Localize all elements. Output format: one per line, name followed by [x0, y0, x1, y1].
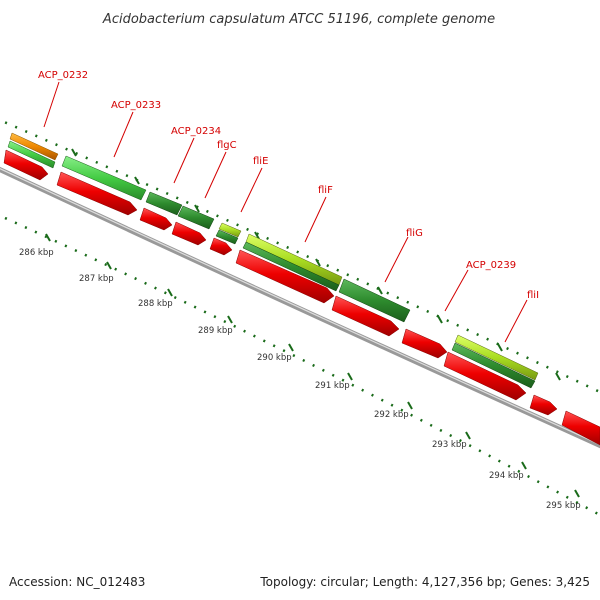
- cds-arrow[interactable]: [401, 328, 448, 359]
- label-leader-lines: [43, 81, 528, 343]
- tick-label-287: 287 kbp: [79, 274, 114, 284]
- gene-feature-flil-lime[interactable]: [454, 334, 539, 381]
- inner-major-ticks: [45, 233, 580, 498]
- gene-feature-flif[interactable]: [242, 241, 340, 292]
- cds-arrow[interactable]: [3, 149, 49, 181]
- map-title: Acidobacterium capsulatum ATCC 51196, co…: [102, 12, 495, 27]
- cds-arrow[interactable]: [443, 351, 527, 401]
- gene-track: [7, 132, 539, 389]
- cds-arrow[interactable]: [529, 394, 558, 416]
- tick-label-289: 289 kbp: [198, 326, 233, 336]
- gene-label-flif[interactable]: fliF: [318, 185, 333, 196]
- gene-feature-acp0233[interactable]: [61, 155, 147, 201]
- ruler-tick-labels: 286 kbp 287 kbp 288 kbp 289 kbp 290 kbp …: [19, 248, 581, 511]
- gene-label-acp0233[interactable]: ACP_0233: [111, 100, 161, 111]
- cds-arrow[interactable]: [171, 221, 207, 246]
- cds-track: [3, 149, 600, 446]
- gene-label-acp0234[interactable]: ACP_0234: [171, 126, 221, 137]
- gene-feature-acp0234[interactable]: [145, 191, 183, 216]
- gene-label-flie[interactable]: fliE: [253, 156, 268, 167]
- cds-arrow[interactable]: [235, 249, 335, 304]
- gene-labels: ACP_0232 ACP_0233 ACP_0234 flgC fliE fli…: [38, 70, 539, 301]
- genome-backbone: [0, 166, 600, 449]
- gene-feature-flie-lime[interactable]: [218, 222, 242, 238]
- gene-feature-flig[interactable]: [338, 278, 411, 323]
- gene-feature-flie[interactable]: [215, 229, 239, 245]
- cds-arrow[interactable]: [331, 295, 400, 337]
- cds-arrow[interactable]: [561, 410, 600, 446]
- outer-major-ticks: [71, 148, 561, 381]
- cds-arrow[interactable]: [139, 207, 173, 231]
- gene-label-acp0232[interactable]: ACP_0232: [38, 70, 88, 81]
- tick-label-288: 288 kbp: [138, 299, 173, 309]
- tick-label-286: 286 kbp: [19, 248, 54, 258]
- gene-feature-acp0232[interactable]: [7, 140, 56, 169]
- gene-label-acp0239[interactable]: ACP_0239: [466, 260, 516, 271]
- cds-arrow[interactable]: [209, 237, 233, 256]
- cds-arrow[interactable]: [56, 171, 138, 216]
- tick-label-290: 290 kbp: [257, 353, 292, 363]
- outer-dotted-ring: [0, 118, 600, 394]
- gene-label-flig[interactable]: fliG: [406, 228, 423, 239]
- tick-label-295: 295 kbp: [546, 501, 581, 511]
- gene-feature-acp0232-orange[interactable]: [9, 132, 59, 161]
- topology-text: Topology: circular; Length: 4,127,356 bp…: [259, 575, 590, 589]
- tick-label-293: 293 kbp: [432, 440, 467, 450]
- tick-label-291: 291 kbp: [315, 381, 350, 391]
- gene-label-flil[interactable]: fliI: [527, 290, 539, 301]
- tick-label-294: 294 kbp: [489, 471, 524, 481]
- gene-feature-flil[interactable]: [451, 342, 536, 389]
- gene-label-flgc[interactable]: flgC: [217, 140, 237, 151]
- gene-feature-flgc[interactable]: [177, 205, 215, 230]
- accession-text: Accession: NC_012483: [9, 575, 145, 589]
- tick-label-292: 292 kbp: [374, 410, 409, 420]
